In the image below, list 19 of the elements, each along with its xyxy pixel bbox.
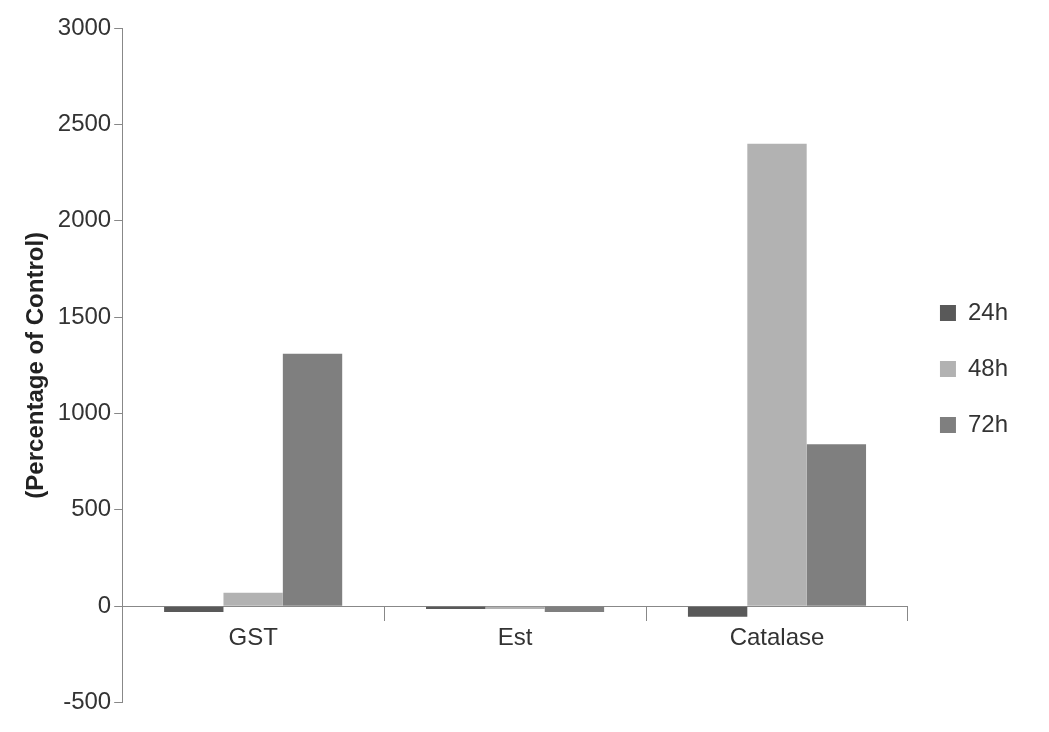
- y-tick-label: 1500: [57, 301, 112, 329]
- y-tick-label: -500: [63, 687, 112, 715]
- y-tick-label: 2500: [57, 109, 112, 136]
- legend-label: 72h: [967, 409, 1008, 437]
- y-axis-title: (Percentage of Control): [21, 231, 49, 499]
- bar: [164, 606, 224, 613]
- x-tick-label: Est: [497, 623, 533, 651]
- x-tick-label: GST: [228, 623, 279, 651]
- y-tick-label: 0: [97, 590, 112, 618]
- bar: [687, 606, 748, 617]
- bar: [747, 143, 807, 606]
- y-tick-label: 1000: [57, 398, 112, 426]
- y-tick-label: 2000: [57, 205, 112, 233]
- bar: [223, 592, 283, 606]
- y-tick-label: 3000: [57, 12, 112, 40]
- x-tick-label: Catalase: [729, 623, 825, 651]
- legend-label: 48h: [967, 353, 1008, 381]
- legend-label: 24h: [967, 297, 1008, 325]
- y-tick-label: 500: [71, 494, 112, 522]
